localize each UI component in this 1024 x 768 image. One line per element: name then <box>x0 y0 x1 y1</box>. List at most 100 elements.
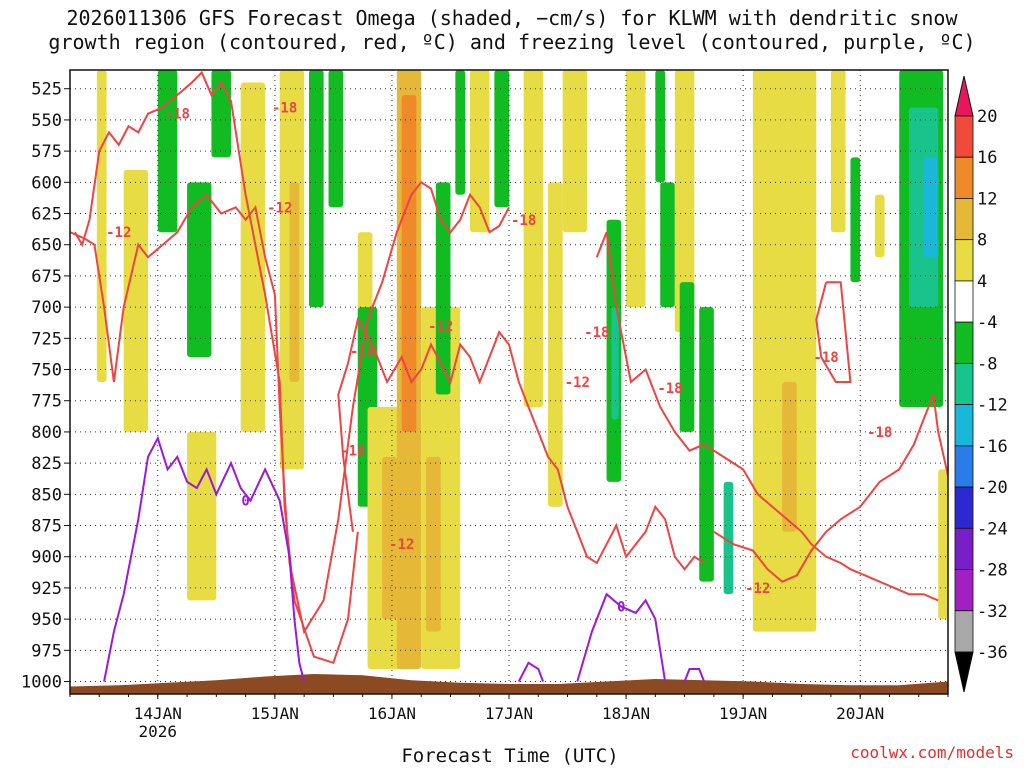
omega-region <box>523 70 544 407</box>
colorbar-swatch <box>954 280 974 323</box>
contour-minus-18-loop <box>815 281 852 383</box>
contour-layer: -12 -18 -18 -12 -18 -18 -12 -12 -18 -18 -12 -18 -18 -… <box>70 70 948 682</box>
colorbar-tick-label: -28 <box>977 561 1008 581</box>
contour-freezing-level-east2 <box>576 592 667 682</box>
contour-label: -12 <box>745 581 770 597</box>
y-tick-label: 750 <box>31 361 62 381</box>
grid-layer <box>70 70 948 694</box>
credit-text: coolwx.com/models <box>850 743 1014 762</box>
x-tick-label: 17JAN <box>485 704 533 723</box>
colorbar-swatch <box>954 610 974 653</box>
terrain-layer <box>70 674 948 694</box>
contour-label: -18 <box>165 107 190 123</box>
y-tick-label: 775 <box>31 392 62 412</box>
colorbar-tick-label: -8 <box>977 354 997 374</box>
colorbar-swatch <box>954 321 974 364</box>
colorbar-tick-label: -36 <box>977 643 1008 663</box>
colorbar-swatch <box>954 486 974 529</box>
colorbar-tick-label: 4 <box>977 272 987 292</box>
contour-label: 0 <box>617 600 625 616</box>
omega-region <box>435 182 451 395</box>
colorbar-tick-label: 20 <box>977 107 997 127</box>
x-tick-sublabel: 2026 <box>139 722 178 741</box>
contour-label: -12 <box>428 319 453 335</box>
omega-region <box>328 70 344 208</box>
omega-region <box>309 70 324 308</box>
omega-region <box>850 157 861 283</box>
contour-label: 0 <box>241 494 249 510</box>
omega-region <box>938 469 948 620</box>
y-tick-label: 600 <box>31 173 62 193</box>
omega-region <box>289 182 300 382</box>
omega-region <box>923 157 939 258</box>
y-tick-label: 725 <box>31 329 62 349</box>
contour-label: -12 <box>565 375 590 391</box>
omega-shading-layer <box>96 70 948 670</box>
contour-label: -18 <box>340 444 365 460</box>
colorbar-tick-label: 16 <box>977 148 997 168</box>
y-tick-label: 975 <box>31 641 62 661</box>
y-tick-label: 875 <box>31 517 62 537</box>
x-axis-label: Forecast Time (UTC) <box>401 745 618 767</box>
y-tick-label: 575 <box>31 142 62 162</box>
colorbar-swatch <box>954 115 974 158</box>
y-tick-label: 525 <box>31 80 62 100</box>
colorbar-swatch <box>954 156 974 199</box>
omega-region <box>752 70 817 632</box>
x-tick-label: 15JAN <box>251 704 299 723</box>
contour-minus-18-upper <box>74 70 359 665</box>
y-tick-label: 800 <box>31 423 62 443</box>
y-tick-label: 925 <box>31 579 62 599</box>
omega-region <box>469 70 490 233</box>
omega-region <box>548 182 563 507</box>
title-line-2: growth region (contoured, red, ºC) and f… <box>48 30 976 54</box>
omega-region <box>723 481 734 595</box>
omega-region <box>626 70 646 308</box>
y-tick-label: 550 <box>31 111 62 131</box>
colorbar-swatch <box>954 527 974 570</box>
y-axis: 525 550 575 600 625 650 675 700 725 750 775 800 825 8… <box>21 80 70 693</box>
y-tick-label: 1000 <box>21 673 62 693</box>
colorbar-swatch <box>954 445 974 488</box>
colorbar-tick-label: -16 <box>977 437 1008 457</box>
contour-label: -12 <box>389 537 414 553</box>
y-tick-label: 825 <box>31 454 62 474</box>
omega-region <box>782 382 797 532</box>
omega-region <box>679 282 695 432</box>
y-tick-label: 625 <box>31 205 62 225</box>
contour-label: -18 <box>867 425 892 441</box>
omega-region <box>674 70 695 333</box>
colorbar-swatch <box>954 404 974 447</box>
omega-region <box>562 70 588 233</box>
colorbar: 20 16 12 8 4 -4 -8 -12 -16 -20 -24 -28 -32 -36 <box>954 75 1008 693</box>
omega-region <box>494 70 509 208</box>
omega-region <box>655 70 666 183</box>
colorbar-tick-label: 12 <box>977 189 997 209</box>
title-line-1: 2026011306 GFS Forecast Omega (shaded, −… <box>66 6 958 30</box>
x-tick-label: 18JAN <box>602 704 650 723</box>
x-tick-label: 19JAN <box>719 704 767 723</box>
contour-label: -12 <box>106 225 131 241</box>
colorbar-tick-label: -20 <box>977 478 1008 498</box>
chart-title: 2026011306 GFS Forecast Omega (shaded, −… <box>0 6 1024 54</box>
contour-freezing-level-west <box>103 435 306 682</box>
colorbar-swatch <box>954 569 974 612</box>
y-tick-label: 850 <box>31 485 62 505</box>
omega-region <box>699 307 714 582</box>
contour-minus-12-mid <box>70 180 510 635</box>
omega-region <box>240 82 266 432</box>
colorbar-tick-label: -32 <box>977 602 1008 622</box>
contour-label: -18 <box>272 100 297 116</box>
y-tick-label: 700 <box>31 298 62 318</box>
omega-region <box>123 169 149 432</box>
contour-minus-18-lower <box>337 316 705 571</box>
omega-region <box>611 307 619 420</box>
colorbar-tick-label: -4 <box>977 313 997 333</box>
omega-region <box>96 70 107 382</box>
omega-region <box>401 94 417 432</box>
contour-freezing-level-east <box>517 661 545 682</box>
contour-label: -18 <box>584 325 609 341</box>
y-tick-label: 675 <box>31 267 62 287</box>
